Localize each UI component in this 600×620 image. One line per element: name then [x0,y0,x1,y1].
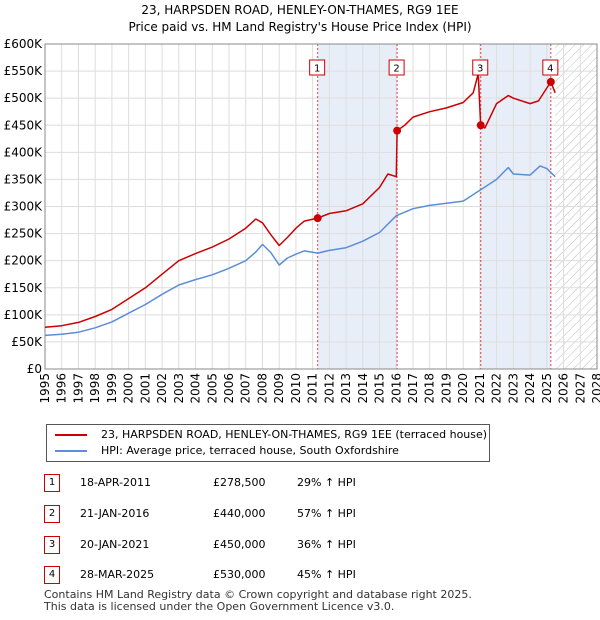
x-tick-label: 2011 [306,373,320,404]
x-tick-label: 1998 [88,373,102,404]
y-tick-label: £0 [27,362,42,376]
sale-hpi-change: 57% ↑ HPI [297,507,356,520]
x-tick-label: 2020 [456,373,470,404]
sale-row-2: 2 21-JAN-2016 £440,000 57% ↑ HPI [40,505,560,523]
x-tick-label: 2003 [172,373,186,404]
x-tick-label: 2001 [138,373,152,404]
x-tick-label: 2008 [255,373,269,404]
x-tick-label: 1997 [71,373,85,404]
x-tick-label: 2000 [122,373,136,404]
x-tick-label: 2014 [356,373,370,404]
sale-hpi-change: 36% ↑ HPI [297,538,356,551]
y-tick-label: £150K [4,281,44,295]
legend-item-property: 23, HARPSDEN ROAD, HENLEY-ON-THAMES, RG9… [55,427,487,443]
x-tick-label: 2002 [155,373,169,404]
y-tick-label: £600K [4,37,44,51]
legend-label-property: 23, HARPSDEN ROAD, HENLEY-ON-THAMES, RG9… [101,428,488,441]
x-tick-label: 1995 [38,373,52,404]
legend-swatch-blue [55,450,87,452]
x-tick-label: 2013 [339,373,353,404]
footer: Contains HM Land Registry data © Crown c… [44,589,472,613]
y-tick-label: £400K [4,145,44,159]
y-tick-label: £350K [4,172,44,186]
sale-price: £530,000 [213,568,266,581]
y-tick-label: £200K [4,254,44,268]
x-tick-label: 2009 [272,373,286,404]
x-tick-label: 2018 [423,373,437,404]
sale-point [313,214,322,223]
sale-price: £450,000 [213,538,266,551]
sale-number-box [472,59,489,76]
sale-number-box [388,59,405,76]
sale-date: 18-APR-2011 [80,476,152,489]
sale-hpi-change: 45% ↑ HPI [297,568,356,581]
x-tick-label: 2028 [590,373,600,404]
y-tick-label: £300K [4,200,44,214]
y-tick-label: £250K [4,227,44,241]
footer-copyright: Contains HM Land Registry data © Crown c… [44,588,472,601]
sale-row-3: 3 20-JAN-2021 £450,000 36% ↑ HPI [40,536,560,554]
legend-item-hpi: HPI: Average price, terraced house, Sout… [55,443,399,459]
sale-number-box [542,59,559,76]
x-tick-label: 1999 [105,373,119,404]
sale-marker-label: 1 [44,474,60,492]
x-tick-label: 2007 [239,373,253,404]
sale-point [546,77,555,86]
y-tick-label: £450K [4,118,44,132]
sale-date: 20-JAN-2021 [80,538,150,551]
price-chart: £0 £50K £100K £150K £200K £250K £300K £350K £400… [4,37,600,404]
legend-label-hpi: HPI: Average price, terraced house, Sout… [101,444,399,457]
plot-border [44,43,598,370]
sale-marker-label: 3 [44,536,60,554]
x-tick-label: 2005 [205,373,219,404]
sale-number-label: 3 [477,64,483,75]
x-tick-label: 2004 [189,373,203,404]
x-tick-label: 2027 [573,373,587,404]
sale-number-label: 4 [547,64,553,75]
sale-date: 28-MAR-2025 [80,568,155,581]
x-tick-label: 2023 [506,373,520,404]
x-tick-label: 2006 [222,373,236,404]
x-tick-label: 2026 [557,373,571,404]
sale-marker-label: 4 [44,566,60,584]
footer-licence: This data is licensed under the Open Gov… [44,600,395,613]
y-tick-label: £550K [4,64,44,78]
sale-number-label: 2 [393,64,399,75]
y-tick-label: £100K [4,308,44,322]
x-tick-label: 2022 [490,373,504,404]
sale-price: £278,500 [213,476,266,489]
x-tick-label: 2021 [473,373,487,404]
legend-swatch-red [55,434,87,436]
x-tick-label: 2010 [289,373,303,404]
hpi-line [44,165,556,337]
x-tick-label: 2016 [389,373,403,404]
x-tick-label: 2019 [439,373,453,404]
y-tick-label: £50K [11,335,43,349]
chart-title-block: 23, HARPSDEN ROAD, HENLEY-ON-THAMES, RG9… [0,2,600,36]
property-price-line [44,73,556,329]
y-tick-label: £500K [4,91,44,105]
sale-marker-label: 2 [44,505,60,523]
sale-point [393,126,402,135]
sale-number-label: 1 [314,64,320,75]
x-tick-label: 2012 [322,373,336,404]
sale-number-box [309,59,326,76]
x-tick-label: 2025 [540,373,554,404]
sale-row-4: 4 28-MAR-2025 £530,000 45% ↑ HPI [40,566,560,584]
x-tick-label: 1996 [55,373,69,404]
sale-price: £440,000 [213,507,266,520]
sale-row-1: 1 18-APR-2011 £278,500 29% ↑ HPI [40,474,560,492]
sale-hpi-change: 29% ↑ HPI [297,476,356,489]
sale-point [476,121,485,130]
chart-subtitle: Price paid vs. HM Land Registry's House … [128,20,472,34]
x-tick-label: 2015 [373,373,387,404]
x-tick-label: 2024 [523,373,537,404]
legend: 23, HARPSDEN ROAD, HENLEY-ON-THAMES, RG9… [46,424,490,462]
sale-date: 21-JAN-2016 [80,507,150,520]
x-tick-label: 2017 [406,373,420,404]
chart-title: 23, HARPSDEN ROAD, HENLEY-ON-THAMES, RG9… [141,3,459,17]
